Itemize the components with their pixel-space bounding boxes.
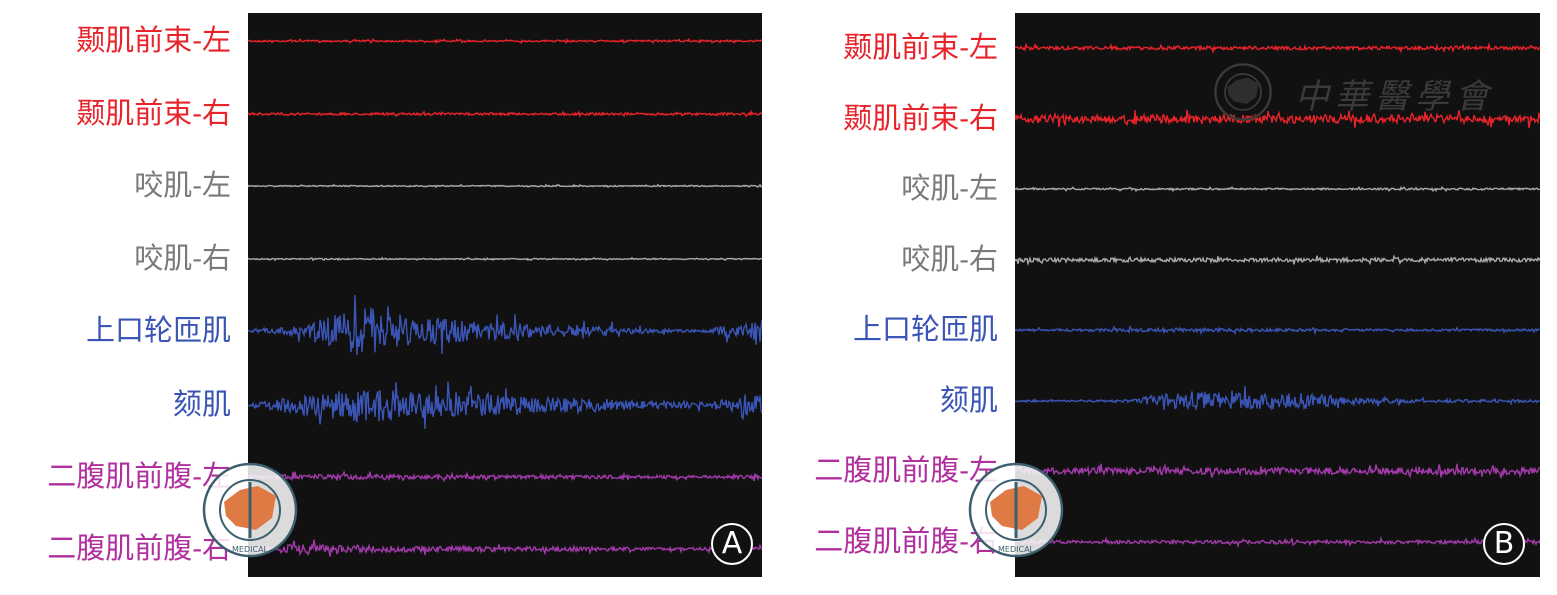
emg-panel-b: 中華醫學會 B	[1015, 13, 1540, 577]
emg-trace	[1015, 185, 1540, 193]
emg-trace	[1015, 42, 1540, 54]
watermark-calligraphy: 中華醫學會	[1295, 77, 1495, 117]
channel-label: 颏肌	[172, 387, 231, 421]
emg-panel-a: A	[248, 13, 762, 577]
emg-trace	[1015, 254, 1540, 267]
channel-label: 二腹肌前腹-左	[814, 453, 998, 487]
emg-trace	[248, 109, 762, 118]
svg-text:MEDICAL: MEDICAL	[232, 545, 269, 554]
channel-label: 咬肌-左	[901, 171, 998, 205]
emg-trace	[1015, 385, 1540, 412]
channel-label: 颞肌前束-右	[76, 96, 231, 130]
association-seal-watermark-icon	[1214, 63, 1272, 121]
emg-trace	[1015, 535, 1540, 549]
panel-label-a: A	[711, 523, 753, 565]
channel-label: 咬肌-右	[134, 241, 231, 275]
emg-trace	[248, 183, 762, 189]
channel-label: 颏肌	[939, 383, 998, 417]
channel-label: 咬肌-右	[901, 242, 998, 276]
channel-label: 颞肌前束-右	[843, 101, 998, 135]
emg-trace	[248, 37, 762, 45]
association-seal-icon: MEDICAL	[202, 462, 298, 558]
panel-label-b: B	[1483, 523, 1525, 565]
emg-trace	[1015, 463, 1540, 479]
channel-label: 二腹肌前腹-右	[814, 524, 998, 558]
emg-traces-a	[248, 37, 762, 557]
association-seal-icon: MEDICAL	[968, 462, 1064, 558]
channel-label: 颞肌前束-左	[843, 30, 998, 64]
emg-traces-b	[1015, 42, 1540, 549]
channel-label: 上口轮匝肌	[85, 313, 231, 347]
channel-label: 上口轮匝肌	[852, 312, 998, 346]
emg-trace	[248, 381, 762, 429]
emg-trace	[248, 256, 762, 262]
emg-trace	[248, 469, 762, 483]
channel-label: 咬肌-左	[134, 168, 231, 202]
channel-label: 颞肌前束-左	[76, 23, 231, 57]
channel-label: 二腹肌前腹-右	[47, 531, 231, 565]
svg-text:MEDICAL: MEDICAL	[998, 545, 1035, 554]
channel-label: 二腹肌前腹-左	[47, 459, 231, 493]
emg-trace	[248, 295, 762, 356]
emg-trace	[1015, 324, 1540, 336]
emg-trace	[248, 539, 762, 557]
emg-trace	[1015, 109, 1540, 129]
